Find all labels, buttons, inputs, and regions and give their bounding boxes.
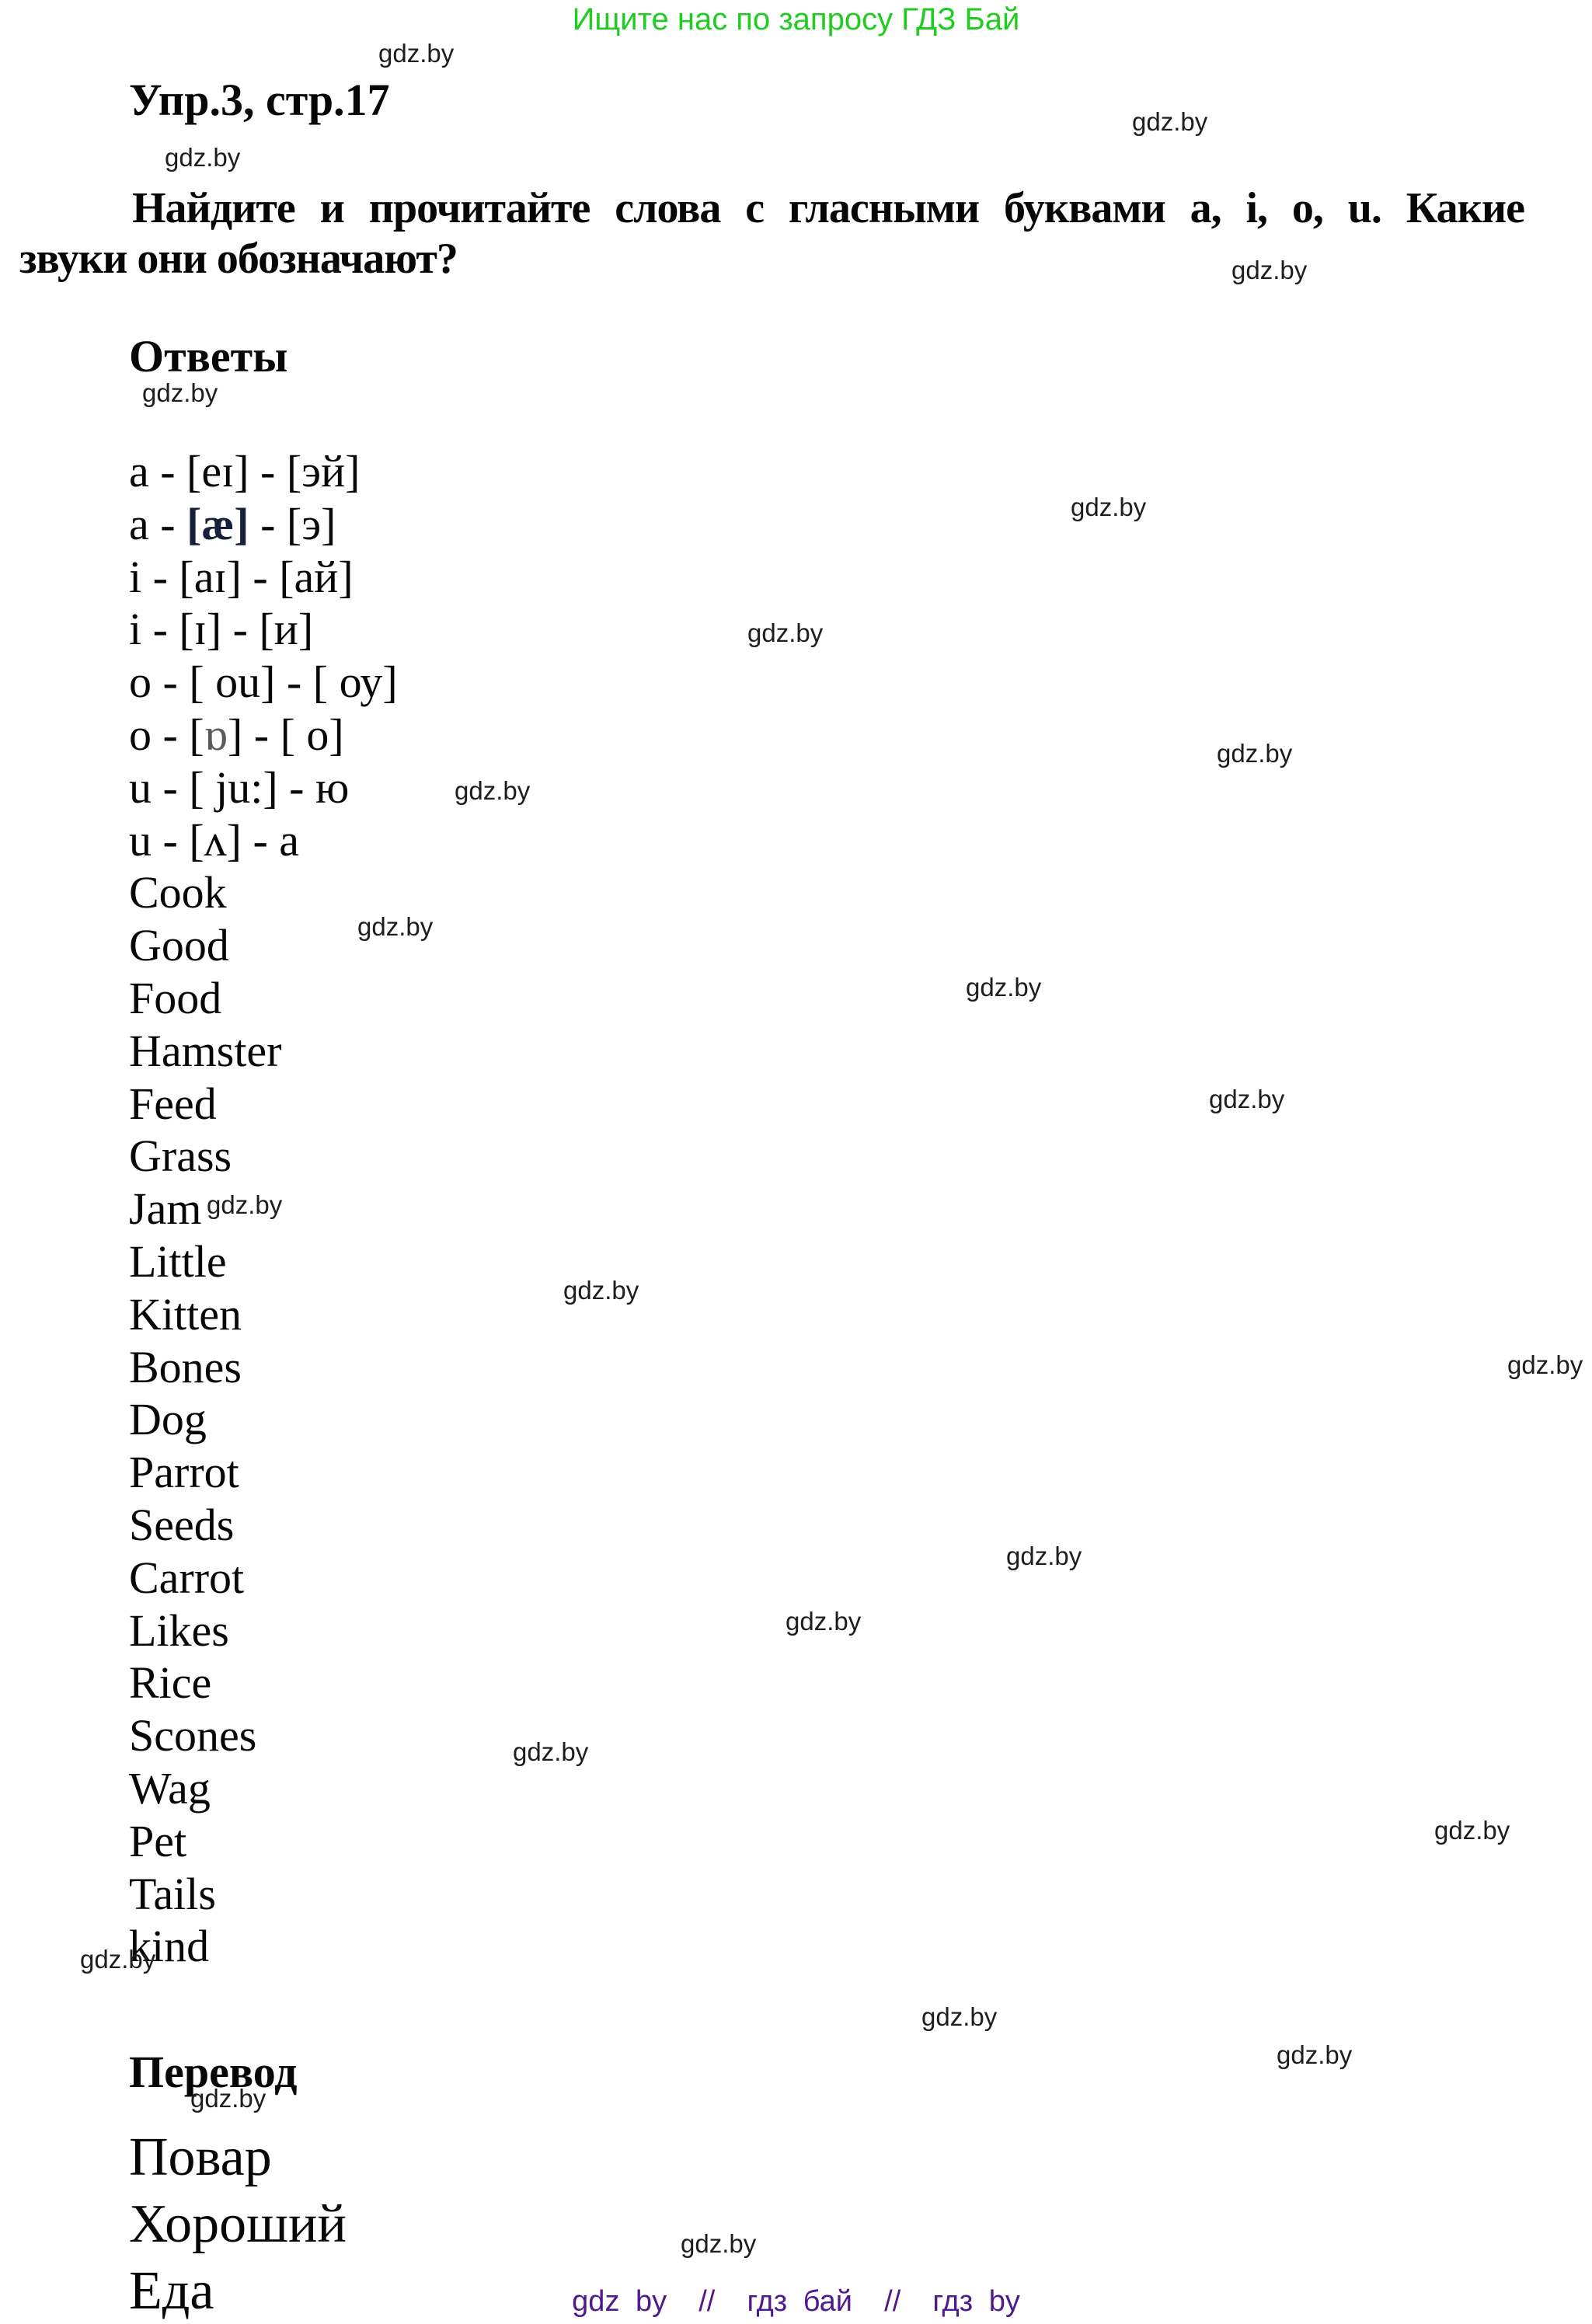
answers-heading: Ответы	[129, 331, 288, 382]
word-item: Wag	[129, 1763, 211, 1814]
gdz-watermark: gdz.by	[1006, 1542, 1082, 1570]
gdz-watermark: gdz.by	[1434, 1816, 1510, 1845]
phonetic-line-1: a - [eɪ] - [эй]	[129, 446, 361, 497]
translation-item: Хороший	[129, 2194, 347, 2254]
phonetic-text: [æ]	[186, 498, 249, 549]
gdz-watermark: gdz.by	[563, 1276, 639, 1305]
gdz-watermark: gdz.by	[921, 2002, 998, 2031]
word-item: Rice	[129, 1657, 212, 1709]
gdz-watermark: gdz.by	[681, 2229, 757, 2258]
phonetic-text: i - [ɪ] - [и]	[129, 604, 314, 655]
word-item: Dog	[129, 1394, 207, 1445]
task-text-line-1: Найдите и прочитайте слова с гласными бу…	[132, 184, 1525, 232]
phonetic-text: a - [eɪ] - [эй]	[129, 446, 361, 497]
translation-item: Повар	[129, 2127, 272, 2187]
gdz-watermark: gdz.by	[455, 776, 531, 805]
word-item: Good	[129, 920, 229, 971]
gdz-watermark: gdz.by	[1217, 739, 1293, 768]
phonetic-line-7: u - [ ju:] - ю	[129, 761, 350, 814]
phonetic-text: u - [ʌ] - а	[129, 814, 300, 866]
gdz-watermark: gdz.by	[357, 912, 434, 941]
phonetic-line-8: u - [ʌ] - а	[129, 814, 300, 866]
phonetic-line-4: i - [ɪ] - [и]	[129, 604, 314, 655]
footer-links: gdz by // гдз бай // гдз by	[572, 2285, 1020, 2318]
word-item: Cook	[129, 867, 227, 918]
phonetic-text: a -	[129, 498, 187, 549]
phonetic-text: ɒ	[204, 709, 228, 760]
gdz-watermark: gdz.by	[1231, 256, 1308, 284]
phonetic-text: - [э]	[249, 498, 336, 549]
word-item: Food	[129, 973, 222, 1023]
phonetic-line-6: o - [ɒ] - [ о]	[129, 709, 344, 761]
word-item: Scones	[129, 1710, 257, 1761]
phonetic-line-5: o - [ ou] - [ оу]	[129, 657, 398, 708]
gdz-watermark: gdz.by	[190, 2084, 266, 2113]
phonetic-line-3: i - [aɪ] - [ай]	[129, 552, 354, 603]
gdz-watermark: gdz.by	[142, 378, 218, 407]
exercise-title: Упр.3, стр.17	[129, 75, 390, 125]
word-item: Tails	[129, 1868, 216, 1919]
gdz-watermark: gdz.by	[1071, 493, 1147, 521]
word-item: Likes	[129, 1605, 229, 1656]
gdz-watermark: gdz.by	[747, 618, 824, 647]
gdz-watermark: gdz.by	[786, 1607, 862, 1636]
task-text-line-2: звуки они обозначают?	[19, 235, 458, 283]
word-item: kind	[129, 1921, 210, 1972]
translation-heading: Перевод	[129, 2047, 298, 2097]
gdz-watermark: gdz.by	[513, 1737, 589, 1766]
gdz-watermark: gdz.by	[966, 973, 1042, 1002]
word-item: Hamster	[129, 1025, 282, 1076]
phonetic-text: ] - [ о]	[227, 709, 344, 760]
gdz-watermark: gdz.by	[1132, 107, 1208, 136]
gdz-watermark: gdz.by	[1209, 1085, 1285, 1113]
word-item: Jam	[129, 1183, 202, 1235]
word-item: Feed	[129, 1078, 217, 1129]
gdz-watermark: gdz.by	[1277, 2040, 1353, 2069]
word-item: Carrot	[129, 1552, 245, 1603]
word-item: Little	[129, 1236, 227, 1287]
phonetic-text: u - [ ju:] - ю	[129, 761, 350, 813]
gdz-watermark: gdz.by	[378, 39, 455, 68]
phonetic-text: o - [ ou] - [ оу]	[129, 657, 398, 708]
word-item: Seeds	[129, 1500, 235, 1550]
word-item: Bones	[129, 1341, 242, 1392]
gdz-watermark: gdz.by	[80, 1945, 156, 1974]
phonetic-text: i - [aɪ] - [ай]	[129, 551, 354, 602]
word-item: Kitten	[129, 1288, 242, 1340]
word-item: Parrot	[129, 1447, 239, 1498]
gdz-watermark: gdz.by	[1507, 1350, 1583, 1379]
promo-banner: Ищите нас по запросу ГДЗ Бай	[572, 2, 1020, 37]
translation-item: Еда	[129, 2261, 214, 2321]
phonetic-text: o - [	[129, 709, 204, 760]
gdz-watermark: gdz.by	[165, 143, 241, 172]
phonetic-line-2: a - [æ] - [э]	[129, 498, 336, 550]
gdz-watermark: gdz.by	[207, 1190, 283, 1219]
word-item: Pet	[129, 1815, 187, 1866]
word-item: Grass	[129, 1131, 232, 1182]
